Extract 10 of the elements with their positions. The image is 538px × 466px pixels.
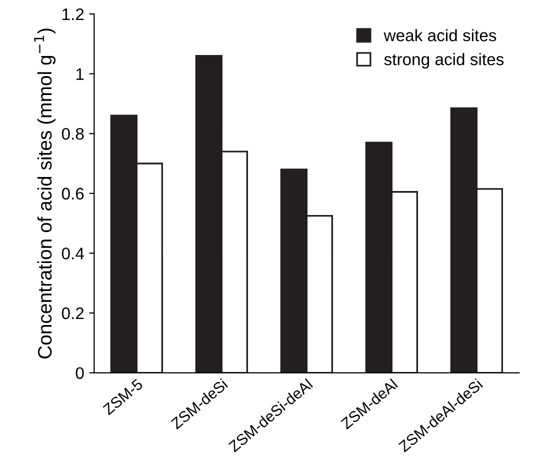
y-tick-label: 0.4 [62,248,84,260]
y-tick-label: 1.2 [62,8,84,20]
y-tick-label: 0.8 [62,128,84,140]
y-tick-label: 0.2 [62,307,84,320]
y-tick-label: 1 [76,68,84,80]
y-tick-label: 0.6 [62,188,84,200]
legend-label: strong acid sites [384,53,504,69]
y-axis-title: Concentration of acid sites (mmol g$^{−1}$) [34,28,56,358]
y-tick-label: 0 [76,367,84,380]
legend-label: weak acid sites [384,29,496,42]
